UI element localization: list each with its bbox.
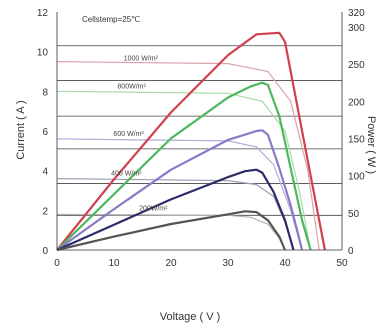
y-left-tick-label: 8 xyxy=(42,87,48,98)
power-curve-2 xyxy=(56,129,304,251)
irradiance-label: 400 W/m² xyxy=(111,171,142,178)
x-tick-label: 10 xyxy=(108,258,120,269)
y-right-tick-label: 250 xyxy=(348,60,365,71)
y-right-tick-label: 50 xyxy=(348,209,360,220)
annotation-cellstemp: Cellstemp=25℃ xyxy=(82,15,140,24)
y-left-tick-label: 12 xyxy=(37,8,49,19)
irradiance-label: 600 W/m² xyxy=(113,131,144,138)
y-left-tick-label: 6 xyxy=(42,127,48,138)
y-right-tick-label: 0 xyxy=(348,246,354,257)
y-right-tick-label: 200 xyxy=(348,97,365,108)
gridlines xyxy=(57,45,342,216)
y-axis-left-title: Current ( A ) xyxy=(15,100,27,159)
power-curves xyxy=(56,31,326,252)
iv-curve-4 xyxy=(56,213,286,251)
labels: Cellstemp=25℃ Voltage ( V ) Current ( A … xyxy=(15,8,377,323)
x-tick-label: 30 xyxy=(222,258,234,269)
y-right-tick-label: 300 xyxy=(348,23,365,34)
y-right-tick-label: 100 xyxy=(348,172,365,183)
x-axis-title: Voltage ( V ) xyxy=(160,311,221,323)
x-tick-label: 20 xyxy=(165,258,177,269)
power-curve-0 xyxy=(56,31,326,251)
y-right-tick-label: 150 xyxy=(348,134,365,145)
y-left-tick-label: 10 xyxy=(37,48,49,59)
y-left-tick-label: 0 xyxy=(42,246,48,257)
irradiance-label: 800W/m² xyxy=(117,83,146,90)
power-curve-3 xyxy=(56,168,295,252)
x-tick-label: 50 xyxy=(336,258,348,269)
power-curve-4 xyxy=(56,210,287,252)
iv-curve-1 xyxy=(56,90,312,251)
x-tick-label: 40 xyxy=(279,258,291,269)
iv-curve-0 xyxy=(56,61,320,251)
power-curve-1 xyxy=(56,81,312,251)
irradiance-label: 1000 W/m² xyxy=(124,56,159,63)
y-left-tick-label: 4 xyxy=(42,167,48,178)
y-axis-right-title: Power ( W ) xyxy=(365,116,377,174)
x-tick-label: 0 xyxy=(54,258,60,269)
axes xyxy=(56,12,343,251)
y-right-tick-label: 320 xyxy=(348,8,365,19)
irradiance-label: 200W/m² xyxy=(139,205,168,212)
y-left-tick-label: 2 xyxy=(42,206,48,217)
